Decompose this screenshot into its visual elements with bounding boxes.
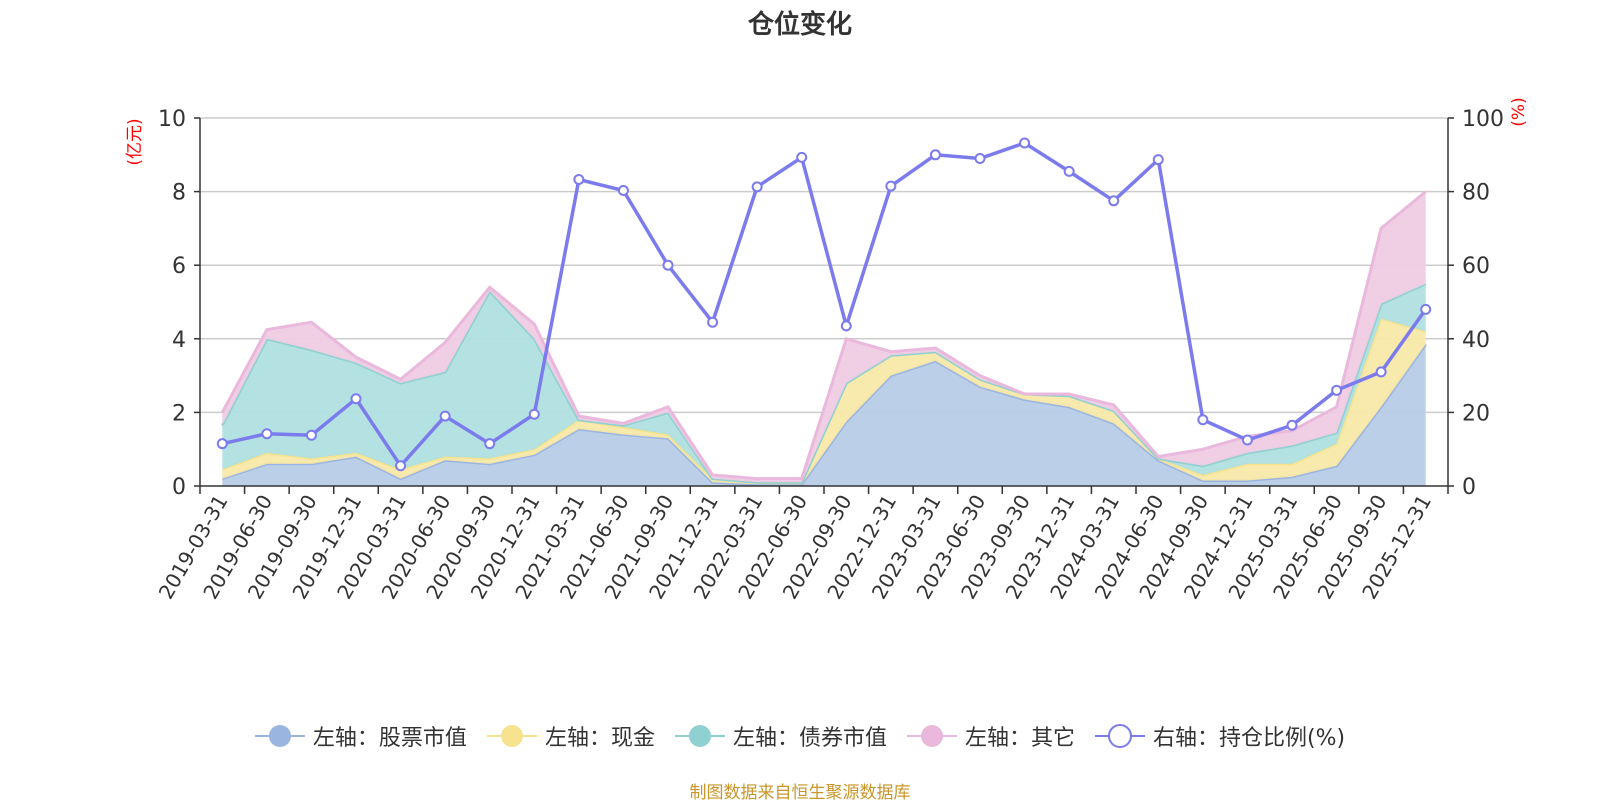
legend: 左轴：股票市值 左轴：现金 左轴：债券市值 左轴：其它 右轴：持仓比例(%) [0, 720, 1600, 752]
axis-layer [194, 117, 1454, 494]
legend-position-ratio-icon [1094, 724, 1145, 748]
position-ratio-line [221, 141, 1428, 469]
position-ratio-point [261, 428, 273, 440]
legend-item-stock[interactable]: 左轴：股票市值 [254, 720, 467, 752]
position-ratio-point [1286, 419, 1298, 431]
line-layer [216, 137, 1432, 472]
position-ratio-point [796, 151, 808, 163]
source-note: 制图数据来自恒生聚源数据库 [689, 783, 911, 803]
left-tick-label: 8 [172, 181, 186, 206]
position-ratio-point [1063, 165, 1075, 177]
legend-item-cash[interactable]: 左轴：现金 [486, 720, 655, 752]
left-tick-label: 2 [172, 401, 186, 426]
position-ratio-point [974, 152, 986, 164]
area-edge-3 [220, 190, 1427, 481]
position-ratio-point [1420, 303, 1432, 315]
position-ratio-point [1108, 195, 1120, 207]
position-ratio-point [1375, 366, 1387, 378]
area-series-0 [222, 344, 1426, 486]
position-ratio-point [395, 460, 407, 472]
position-ratio-point [216, 438, 228, 450]
grid-layer [200, 117, 1448, 414]
position-ratio-point [1241, 434, 1253, 446]
legend-label-stock: 左轴：股票市值 [312, 726, 467, 751]
left-tick-label: 4 [172, 328, 186, 353]
position-ratio-point [1019, 137, 1031, 149]
position-ratio-point [1152, 154, 1164, 166]
position-ratio-point [484, 438, 496, 450]
legend-item-bond[interactable]: 左轴：债券市值 [674, 720, 887, 752]
legend-label-cash: 左轴：现金 [544, 726, 655, 751]
position-ratio-point [885, 180, 897, 192]
legend-label-position-ratio: 右轴：持仓比例(%) [1152, 726, 1346, 751]
position-ratio-point [662, 259, 674, 271]
position-ratio-point [840, 320, 852, 332]
legend-item-position-ratio[interactable]: 右轴：持仓比例(%) [1094, 720, 1346, 752]
position-ratio-point [707, 316, 719, 328]
position-ratio-point [350, 393, 362, 405]
legend-label-other: 左轴：其它 [964, 726, 1075, 751]
area-series-2 [222, 283, 1426, 483]
left-tick-label: 6 [172, 254, 186, 279]
legend-stock-icon [254, 725, 305, 747]
right-tick-label: 80 [1462, 181, 1490, 206]
legend-label-bond: 左轴：债券市值 [732, 726, 887, 751]
position-ratio-point [617, 184, 629, 196]
right-tick-label: 0 [1462, 475, 1476, 500]
position-ratio-point [528, 408, 540, 420]
position-ratio-point [1331, 384, 1343, 396]
chart-title: 仓位变化 [747, 10, 852, 40]
position-ratio-point [929, 149, 941, 161]
position-ratio-point [751, 181, 763, 193]
area-layer [220, 190, 1427, 486]
legend-item-other[interactable]: 左轴：其它 [906, 720, 1075, 752]
left-tick-label: 0 [172, 475, 186, 500]
right-axis-unit: (%) [1509, 97, 1529, 126]
right-tick-label: 60 [1462, 254, 1490, 279]
area-series-1 [222, 318, 1426, 485]
right-tick-label: 100 [1462, 107, 1504, 132]
position-ratio-point [305, 429, 317, 441]
area-series-3 [222, 191, 1426, 483]
left-axis-unit: (亿元) [125, 118, 145, 165]
right-tick-label: 40 [1462, 328, 1490, 353]
legend-other-icon [906, 725, 957, 747]
position-ratio-point [439, 410, 451, 422]
position-ratio-point [573, 173, 585, 185]
legend-cash-icon [486, 725, 537, 747]
position-ratio-point [1197, 414, 1209, 426]
left-tick-label: 10 [158, 107, 186, 132]
legend-bond-icon [674, 725, 725, 747]
right-tick-label: 20 [1462, 401, 1490, 426]
